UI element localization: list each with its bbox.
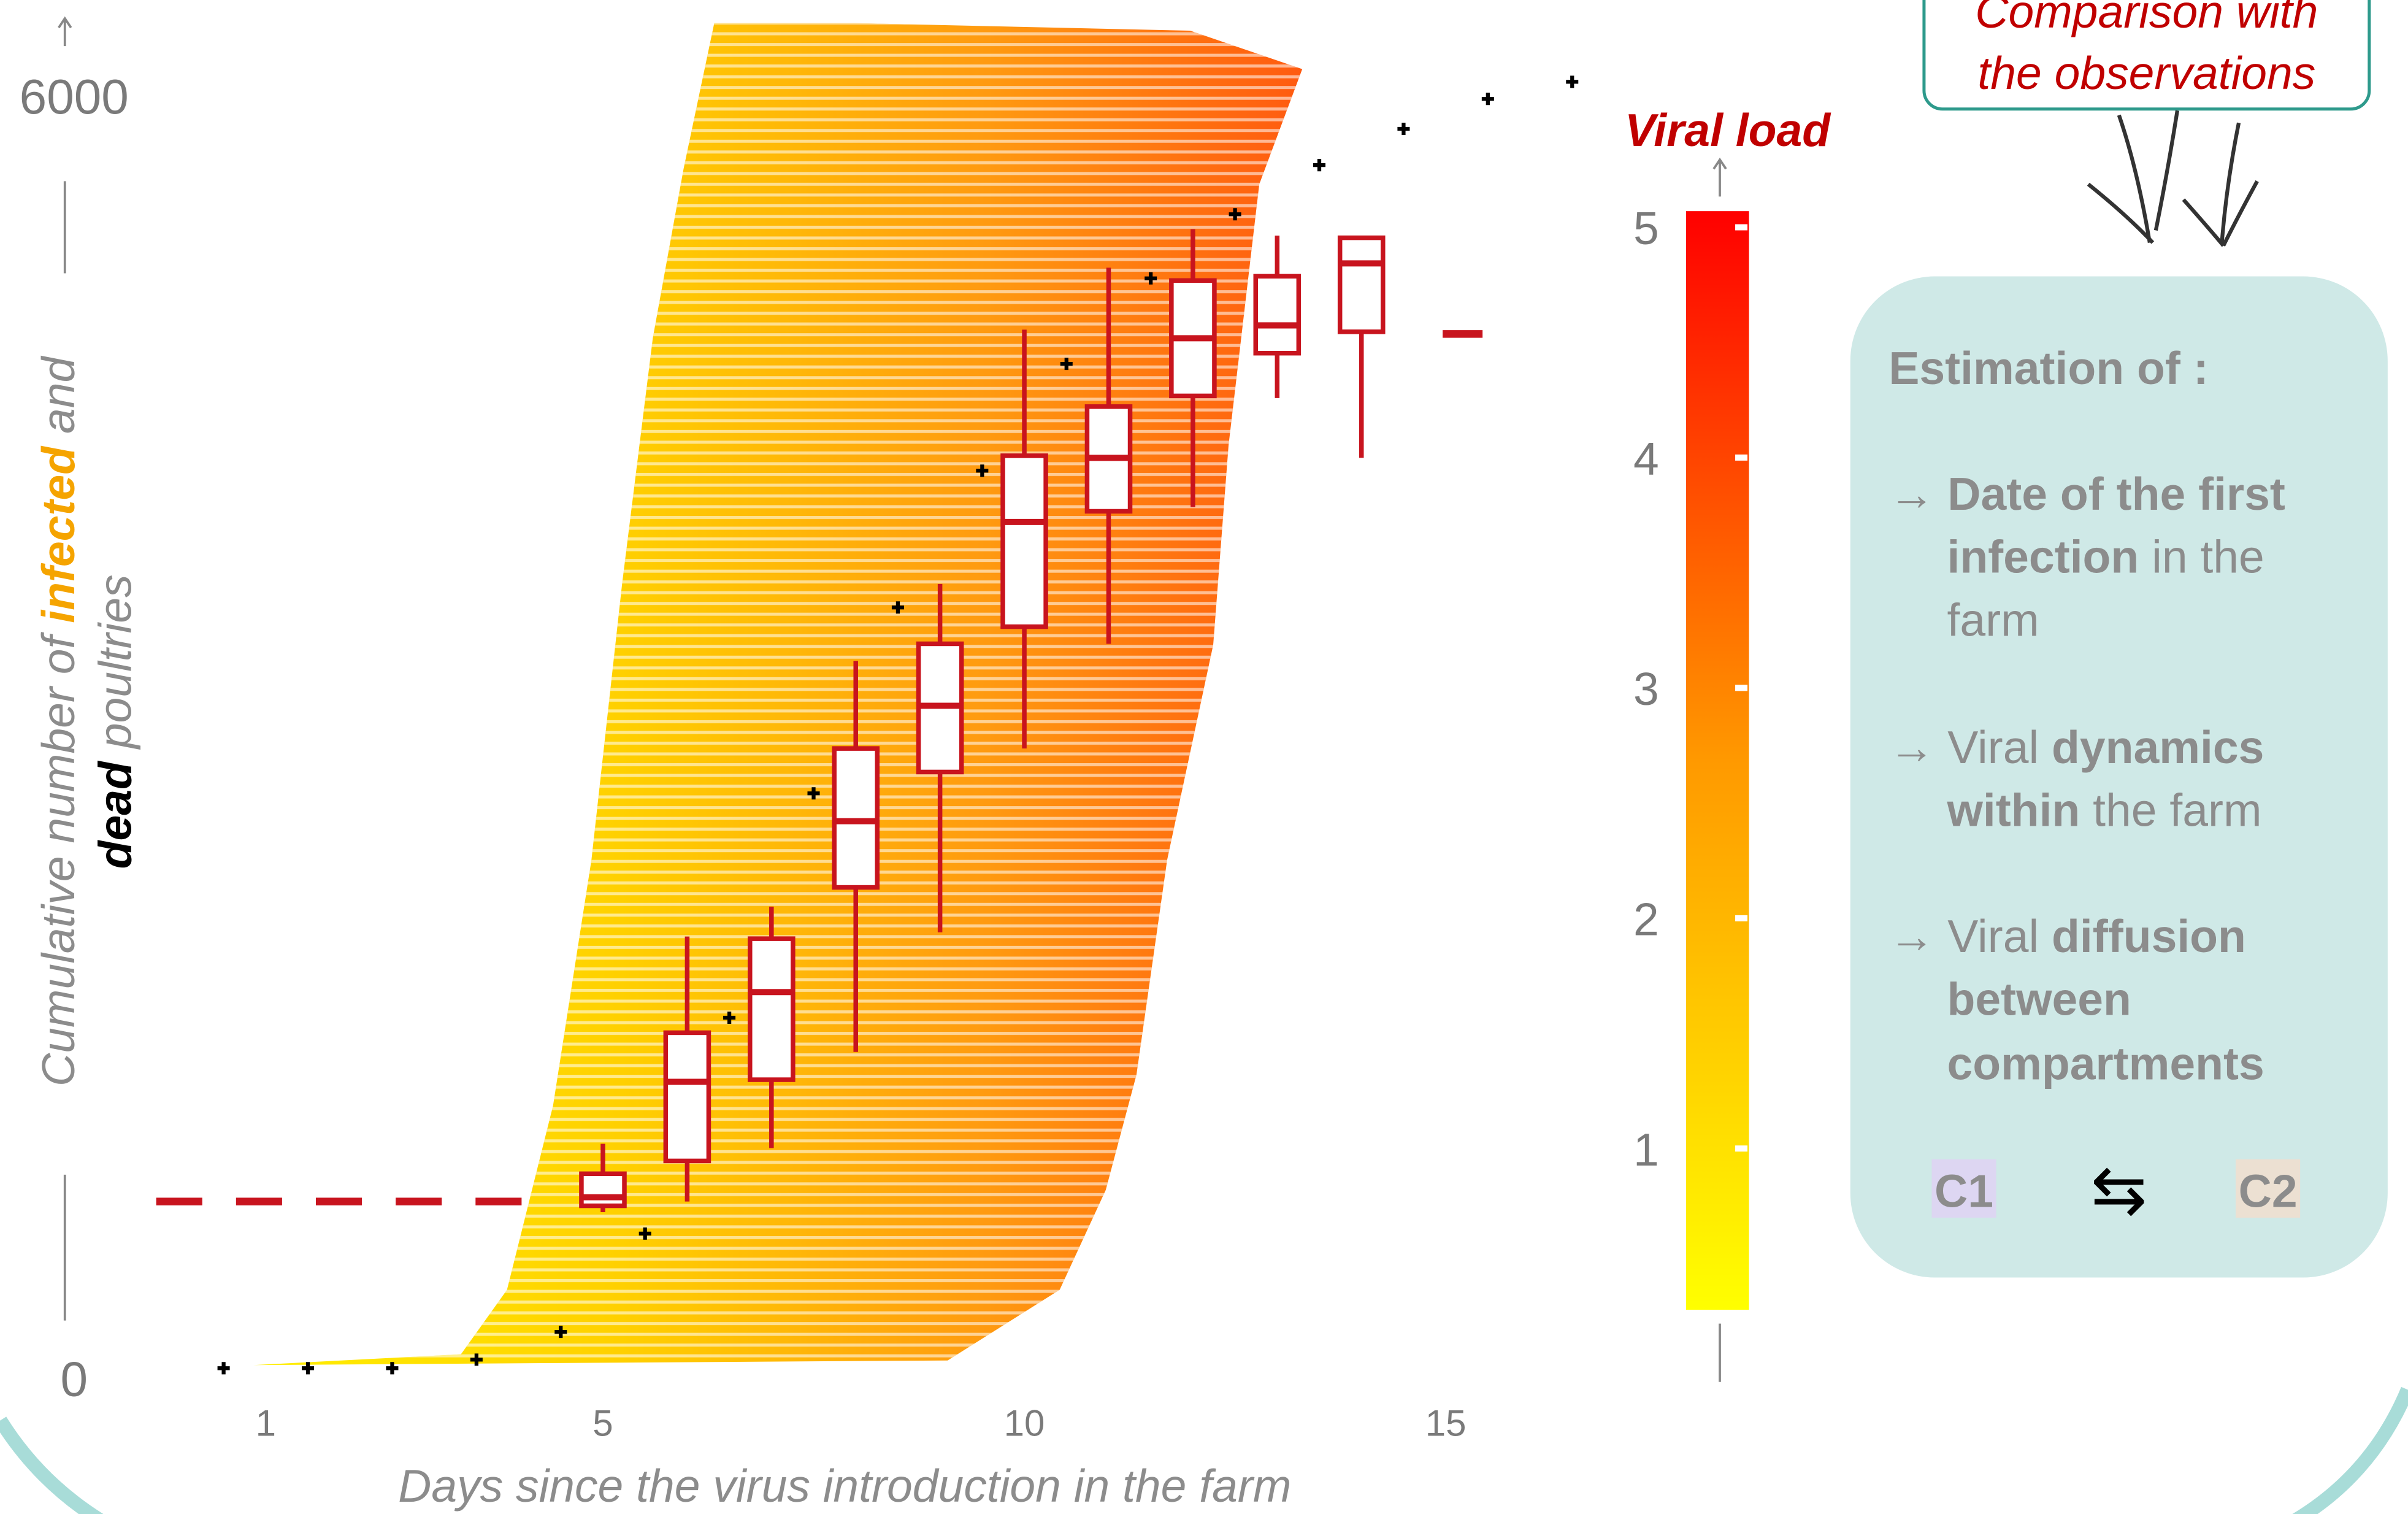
estimation-panel bbox=[1850, 276, 2388, 1278]
label-segment: dead bbox=[89, 760, 140, 869]
panel-item: farm bbox=[1947, 594, 2039, 645]
observation bbox=[807, 787, 820, 800]
axis-arrow bbox=[58, 16, 72, 29]
colorbar-tick-label: 5 bbox=[1633, 202, 1659, 254]
label-segment: Cumulative number of bbox=[33, 623, 84, 1086]
panel-segment: between bbox=[1947, 974, 2131, 1025]
label-segment: poultries bbox=[89, 574, 140, 761]
colorbar-title: Viral load bbox=[1625, 104, 1831, 156]
y-axis-label: Cumulative number of infected and bbox=[33, 356, 84, 1087]
compartment-label: C2 bbox=[2239, 1165, 2298, 1216]
observation bbox=[638, 1227, 651, 1240]
panel-segment: farm bbox=[1947, 594, 2039, 645]
x-axis-label: Days since the virus introduction in the… bbox=[398, 1460, 1291, 1512]
panel-segment: infection bbox=[1947, 531, 2139, 583]
panel-segment: within bbox=[1946, 785, 2080, 836]
box bbox=[832, 746, 880, 890]
box bbox=[1253, 274, 1302, 356]
panel-item: between bbox=[1947, 974, 2131, 1025]
panel-segment: in the bbox=[2139, 531, 2264, 583]
observation bbox=[217, 1362, 230, 1375]
axis-arrow bbox=[1712, 157, 1727, 170]
panel-item: compartments bbox=[1947, 1038, 2264, 1089]
box bbox=[663, 1030, 711, 1164]
observation bbox=[1060, 358, 1073, 371]
observation bbox=[302, 1362, 315, 1375]
c2-background bbox=[2236, 1159, 2301, 1218]
box bbox=[1000, 453, 1048, 629]
c1-background bbox=[1931, 1159, 1996, 1218]
observation bbox=[1145, 272, 1157, 285]
observation bbox=[976, 464, 989, 477]
box bbox=[748, 936, 796, 1082]
trajectory-stripes bbox=[253, 23, 1303, 1366]
callout-box bbox=[1922, 0, 2371, 111]
compartment-label: C1 bbox=[1934, 1165, 1993, 1216]
panel-title: Estimation of : bbox=[1888, 342, 2208, 394]
x-tick-label: 15 bbox=[1425, 1402, 1467, 1443]
observation bbox=[1566, 75, 1579, 88]
panel-segment: diffusion bbox=[2052, 910, 2246, 962]
observation bbox=[723, 1012, 736, 1024]
colorbar bbox=[1685, 211, 1749, 1310]
x-tick-label: 10 bbox=[1004, 1402, 1045, 1443]
frame-arc bbox=[2292, 1386, 2408, 1514]
box bbox=[1337, 235, 1386, 334]
observation bbox=[1313, 159, 1326, 172]
observation bbox=[1397, 122, 1410, 135]
observation bbox=[891, 601, 904, 614]
panel-segment: dynamics bbox=[2052, 721, 2264, 773]
observation bbox=[554, 1326, 567, 1339]
label-segment: and bbox=[33, 356, 84, 447]
colorbar-tick-label: 4 bbox=[1633, 432, 1659, 484]
panel-item: infection in the bbox=[1947, 531, 2264, 583]
panel-segment: Date of the first bbox=[1947, 468, 2285, 520]
panel-segment: → Viral bbox=[1888, 721, 2052, 773]
colorbar-tick-label: 1 bbox=[1633, 1124, 1659, 1175]
y-tick-label: 6000 bbox=[20, 69, 129, 124]
callout-text: Comparison with bbox=[1975, 0, 2318, 37]
panel-segment: → Viral bbox=[1888, 910, 2052, 962]
panel-item: within the farm bbox=[1946, 785, 2261, 836]
colorbar-tick-label: 3 bbox=[1633, 663, 1659, 715]
y-axis-label: dead poultries bbox=[89, 574, 140, 869]
observation bbox=[1481, 93, 1494, 106]
panel-segment: compartments bbox=[1947, 1038, 2264, 1089]
panel-item: → Date of the first bbox=[1888, 468, 2285, 520]
box bbox=[579, 1171, 627, 1209]
sketch-arrows bbox=[2087, 110, 2259, 247]
panel-segment: → bbox=[1888, 468, 1947, 520]
observation bbox=[386, 1362, 399, 1375]
exchange-arrows: ⇆ bbox=[2091, 1152, 2147, 1228]
x-tick-label: 5 bbox=[592, 1402, 613, 1443]
observation bbox=[470, 1353, 483, 1366]
y-tick-label: 0 bbox=[60, 1351, 88, 1406]
frame-arc bbox=[0, 1416, 104, 1514]
observation bbox=[1229, 208, 1241, 221]
x-tick-label: 1 bbox=[256, 1402, 276, 1443]
label-segment: infected bbox=[33, 445, 84, 623]
panel-segment: the farm bbox=[2080, 785, 2261, 836]
colorbar-tick-label: 2 bbox=[1633, 893, 1659, 945]
panel-item: → Viral diffusion bbox=[1888, 910, 2246, 962]
panel-item: → Viral dynamics bbox=[1888, 721, 2264, 773]
callout-text: the observations bbox=[1977, 47, 2315, 99]
